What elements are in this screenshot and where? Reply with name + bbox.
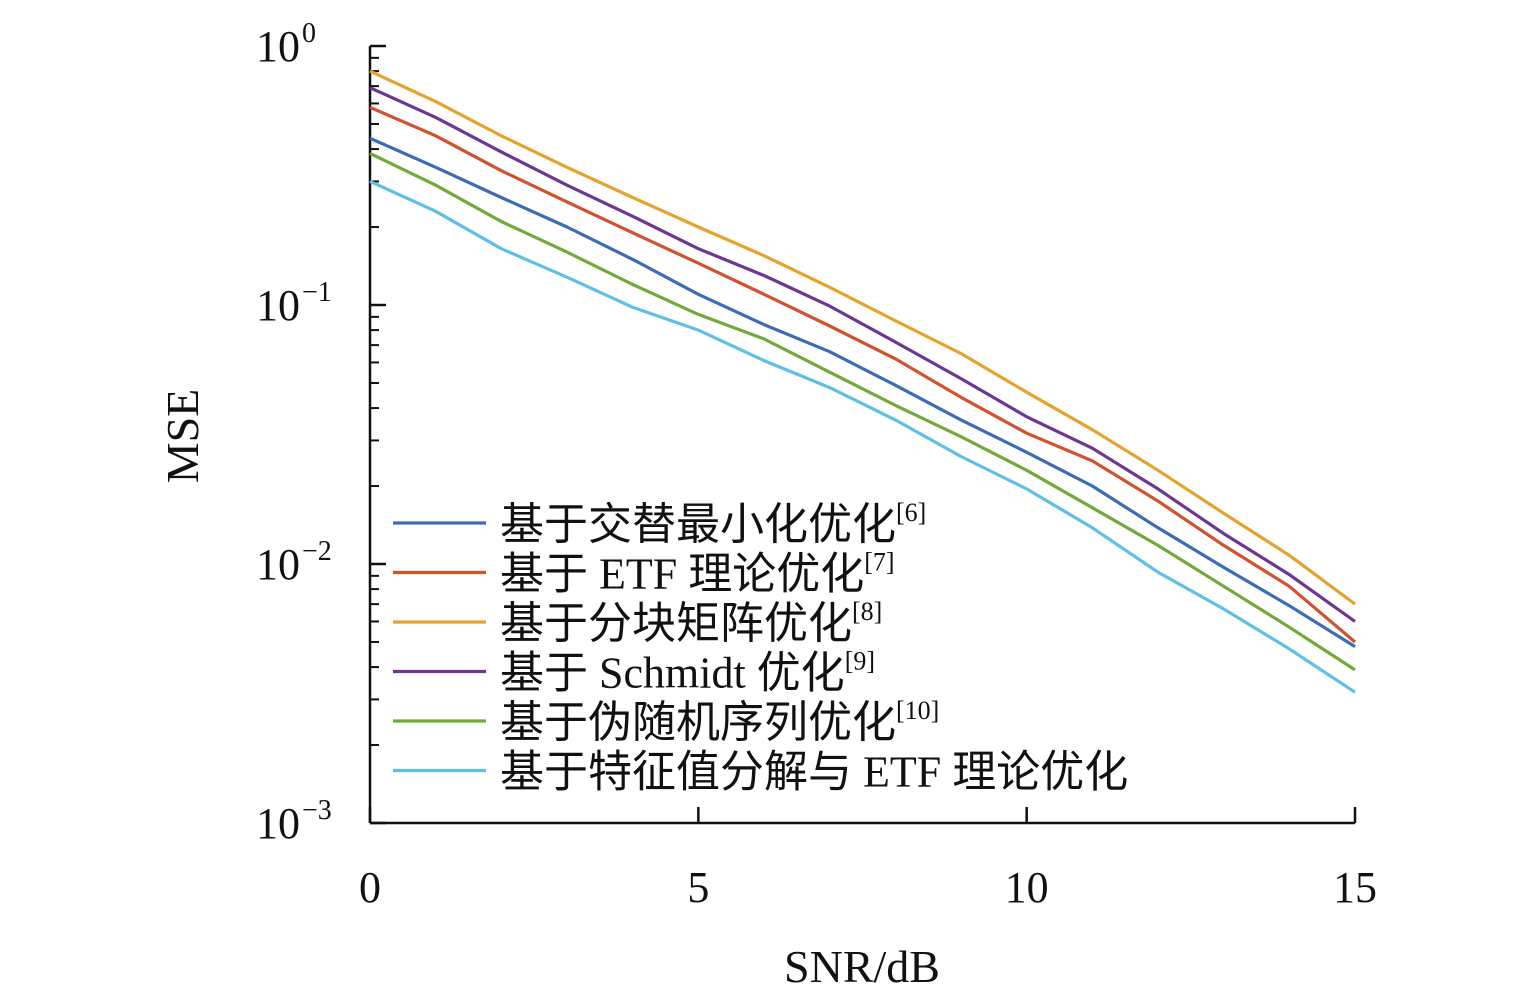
series-line xyxy=(369,136,1356,648)
series-lines xyxy=(369,69,1357,694)
series-line xyxy=(369,86,1356,623)
legend-entry-ref: [9] xyxy=(845,647,875,676)
legend-entry-label: 基于分块矩阵优化[8] xyxy=(500,597,882,648)
y-tick-exponent: 0 xyxy=(302,18,316,49)
y-tick-exponent: −2 xyxy=(302,536,332,567)
x-tick-label: 10 xyxy=(1005,863,1049,912)
y-tick-label: 10 xyxy=(256,540,300,589)
legend-entry-ref: [8] xyxy=(852,597,882,626)
y-tick-exponent: −1 xyxy=(302,277,332,308)
legend: 基于交替最小化优化[6]基于 ETF 理论优化[7]基于分块矩阵优化[8]基于 … xyxy=(393,498,1128,797)
y-tick-label: 10 xyxy=(256,799,300,848)
legend-entry-label: 基于伪随机序列优化[10] xyxy=(500,696,939,747)
x-tick-label: 15 xyxy=(1333,863,1377,912)
series-line xyxy=(369,69,1356,606)
x-axis-title: SNR/dB xyxy=(784,941,940,992)
axes-frame xyxy=(368,46,1355,825)
x-tick-label: 5 xyxy=(687,863,709,912)
legend-entry-label: 基于 ETF 理论优化[7] xyxy=(500,548,895,599)
y-tick-label: 10 xyxy=(256,281,300,330)
legend-entry-ref: [10] xyxy=(896,696,939,725)
y-tick-label: 10 xyxy=(256,22,300,71)
legend-entry-label: 基于特征值分解与 ETF 理论优化 xyxy=(500,748,1128,797)
x-tick-label: 0 xyxy=(359,863,381,912)
series-line xyxy=(369,151,1356,672)
y-axis-title: MSE xyxy=(157,389,208,484)
legend-entry-label: 基于 Schmidt 优化[9] xyxy=(500,647,875,698)
legend-entry-label: 基于交替最小化优化[6] xyxy=(500,498,926,549)
legend-entry-ref: [6] xyxy=(896,498,926,527)
y-tick-exponent: −3 xyxy=(302,795,332,826)
legend-entry-ref: [7] xyxy=(864,548,894,577)
series-line xyxy=(369,179,1356,694)
series-line xyxy=(369,105,1357,644)
x-axis-ticks: 0 5 10 15 xyxy=(359,807,1377,912)
